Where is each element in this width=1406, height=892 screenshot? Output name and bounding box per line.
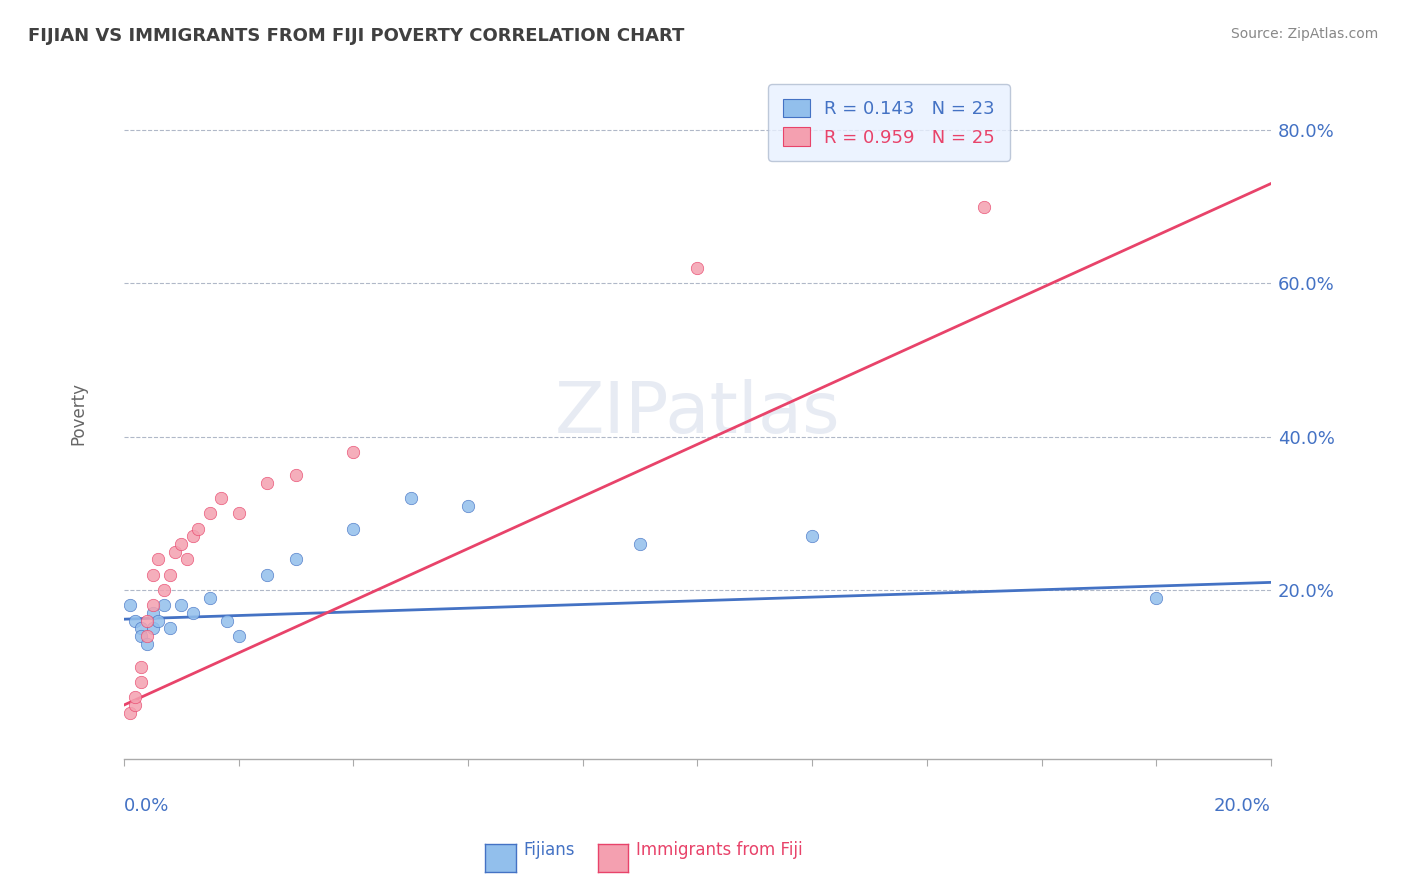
Point (973, 200, 995, 214)
Point (170, 599, 193, 613)
Point (141, 567, 163, 582)
Point (284, 552, 307, 566)
Point (284, 468, 307, 483)
Point (124, 698, 146, 712)
Text: Immigrants from Fiji: Immigrants from Fiji (636, 841, 803, 859)
Point (135, 637, 157, 651)
Point (399, 491, 422, 505)
Point (129, 659, 152, 673)
Point (1144, 591, 1167, 605)
Point (228, 629, 250, 643)
Point (801, 529, 824, 543)
Point (129, 621, 152, 635)
Point (153, 599, 176, 613)
Point (342, 445, 364, 459)
Point (256, 475, 278, 490)
Point (628, 537, 651, 551)
Text: 20.0%: 20.0% (1213, 797, 1271, 814)
Point (141, 606, 163, 620)
Text: FIJIAN VS IMMIGRANTS FROM FIJI POVERTY CORRELATION CHART: FIJIAN VS IMMIGRANTS FROM FIJI POVERTY C… (28, 27, 685, 45)
Point (342, 522, 364, 536)
Text: Fijians: Fijians (523, 841, 575, 859)
Point (124, 614, 146, 628)
Legend: R = 0.143   N = 23, R = 0.959   N = 25: R = 0.143 N = 23, R = 0.959 N = 25 (769, 85, 1010, 161)
Text: 0.0%: 0.0% (124, 797, 169, 814)
Point (170, 537, 193, 551)
Point (198, 591, 221, 605)
Point (159, 621, 181, 635)
Point (129, 675, 152, 690)
Point (159, 567, 181, 582)
Point (124, 690, 146, 705)
Point (148, 614, 170, 628)
Point (165, 545, 187, 559)
Point (187, 522, 209, 536)
Text: ZIPatlas: ZIPatlas (554, 379, 841, 448)
Point (141, 621, 163, 635)
Point (181, 606, 204, 620)
Text: Poverty: Poverty (69, 382, 87, 445)
Point (209, 491, 232, 505)
Point (118, 599, 141, 613)
Point (181, 529, 204, 543)
Point (118, 706, 141, 720)
Point (686, 260, 709, 275)
Point (457, 499, 479, 513)
Point (176, 552, 198, 566)
Point (215, 614, 238, 628)
Point (198, 507, 221, 521)
Point (141, 599, 163, 613)
Point (135, 629, 157, 643)
Point (256, 567, 278, 582)
Point (129, 629, 152, 643)
Point (135, 614, 157, 628)
Point (228, 507, 250, 521)
Point (153, 582, 176, 597)
Point (148, 552, 170, 566)
Text: Source: ZipAtlas.com: Source: ZipAtlas.com (1230, 27, 1378, 41)
